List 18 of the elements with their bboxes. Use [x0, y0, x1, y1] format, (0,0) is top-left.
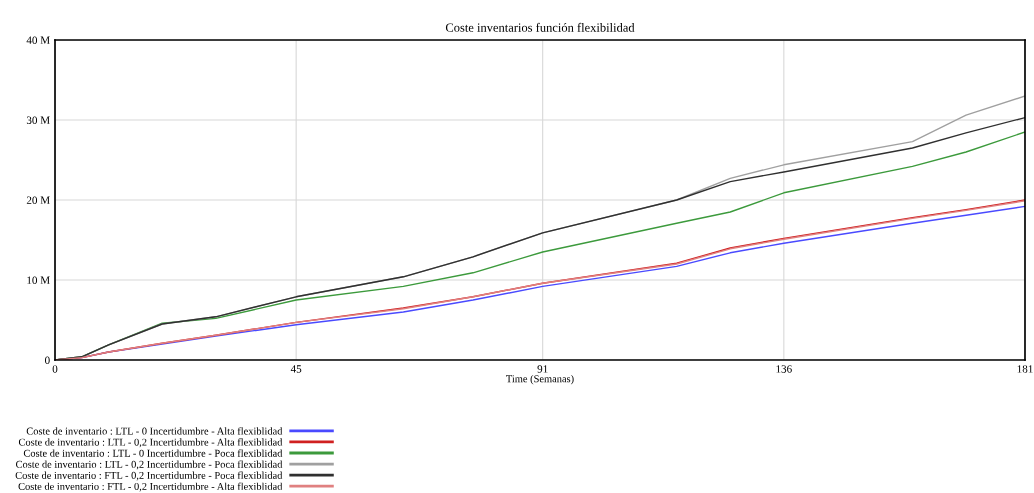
y-tick-label: 40 M	[26, 36, 50, 44]
y-tick-label: 0	[45, 356, 50, 364]
x-tick-label: 136	[776, 365, 792, 373]
y-tick-label: 20 M	[26, 196, 50, 204]
chart-title: Coste inventarios función flexibilidad	[445, 22, 635, 32]
legend-label: Coste de inventario : LTL - 0 Incertidumbre - Poca flexiblidad	[23, 449, 283, 457]
legend-label: Coste de inventario : LTL - 0,2 Incertidumbre - Alta flexiblidad	[18, 438, 283, 448]
x-tick-label: 45	[290, 365, 302, 373]
legend-label: Coste de inventario : FTL - 0,2 Incertidumbre - Poca flexiblidad	[15, 471, 283, 481]
x-tick-label: 181	[1017, 365, 1033, 373]
y-tick-label: 10 M	[27, 276, 50, 284]
x-tick-label: 91	[537, 365, 548, 373]
legend-label: Coste de inventario : LTL - 0,2 Incertidumbre - Poca flexiblidad	[16, 460, 283, 470]
legend-label: Coste de inventario : LTL - 0 Incertidumbre - Alta flexiblidad	[26, 427, 283, 435]
x-tick-label: 0	[52, 365, 58, 373]
y-tick-label: 30 M	[26, 116, 50, 124]
legend-label: Coste de inventario : FTL - 0,2 Incertidumbre - Alta flexiblidad	[18, 482, 283, 492]
x-axis-title: Time (Semanas)	[506, 374, 574, 385]
